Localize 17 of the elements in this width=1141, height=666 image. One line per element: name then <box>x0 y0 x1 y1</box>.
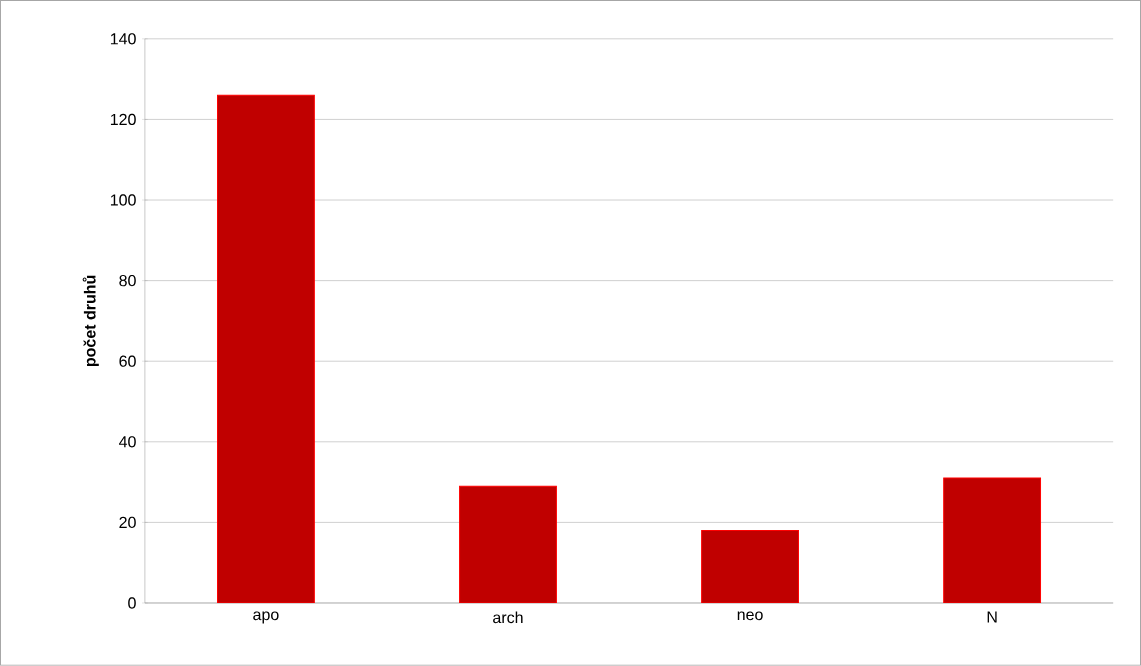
y-tick-label: 140 <box>110 33 136 45</box>
y-axis-title: počet druhů <box>82 275 99 367</box>
x-tick-label: arch <box>493 611 523 624</box>
y-tick-label: 120 <box>110 113 136 126</box>
y-tick-label: 0 <box>128 597 136 609</box>
y-tick-label: 100 <box>110 194 136 206</box>
bar <box>701 530 799 604</box>
x-tick-label: N <box>987 611 997 623</box>
y-tick-label: 20 <box>119 516 136 529</box>
bar <box>459 485 557 604</box>
bar <box>943 477 1042 604</box>
y-tick-label: 60 <box>119 355 136 367</box>
y-tick-label: 80 <box>119 275 136 287</box>
bar <box>217 94 315 604</box>
x-tick-label: neo <box>737 611 763 621</box>
y-tick-label: 40 <box>119 436 136 448</box>
x-tick-label: apo <box>253 611 279 624</box>
